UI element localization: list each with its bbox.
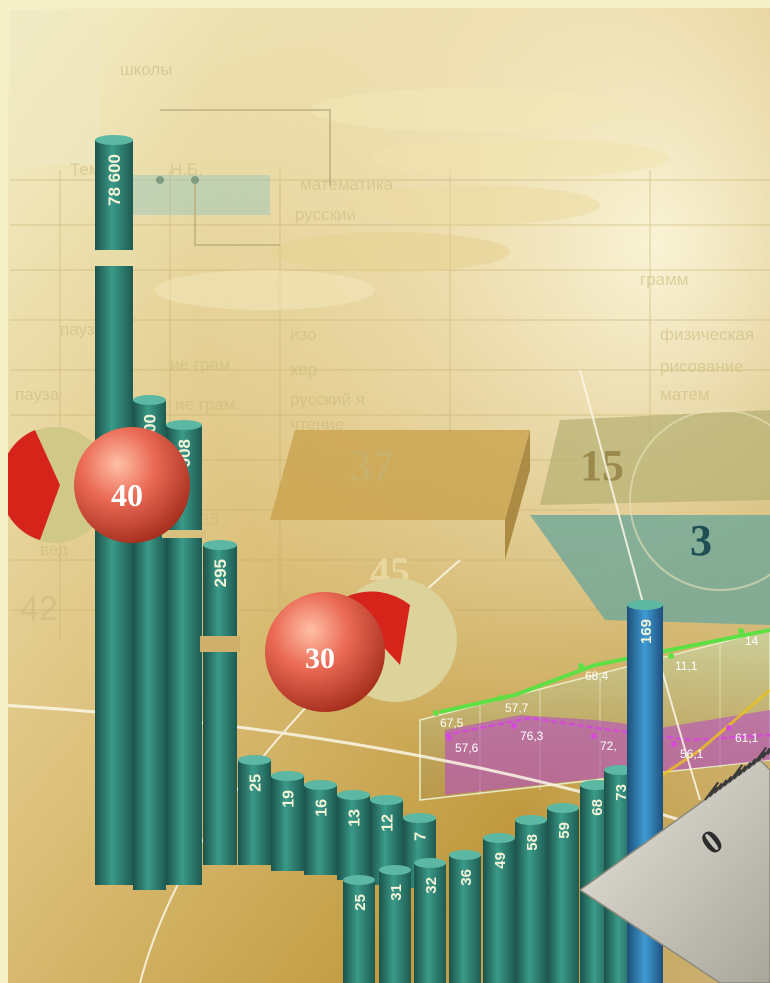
lower-step-bar-label: 32 — [423, 877, 440, 894]
tall-bar-label: 78 600 — [105, 154, 124, 206]
upper-step-bar: 25 — [238, 755, 271, 865]
frame-top — [0, 0, 770, 8]
frame-left — [0, 0, 8, 983]
background-word: русский я — [290, 390, 365, 409]
background-word: русский — [295, 205, 356, 224]
upper-series-line — [439, 628, 770, 714]
lower-step-bar-label: 58 — [524, 834, 541, 851]
background-word: грамм — [640, 270, 689, 289]
background-word: ие грам — [170, 355, 230, 374]
background-word: хор — [290, 360, 317, 379]
upper-series-label: 57,7 — [505, 701, 529, 715]
lower-series-label: 72, — [600, 739, 617, 753]
upper-series-label: 11,1 — [675, 659, 698, 673]
background-word: физическая — [660, 325, 754, 344]
top-left-pale-panel — [10, 10, 100, 165]
upper-series-label: 14 — [745, 634, 759, 648]
background-discs — [130, 88, 670, 310]
upper-step-bar: 19 — [271, 771, 304, 871]
lower-step-bar: 49 — [483, 833, 515, 983]
lower-series-label: 76,3 — [520, 729, 544, 743]
background-word: вед — [40, 540, 68, 559]
background-word: матем — [660, 385, 710, 404]
upper-series-label: 67,5 — [440, 716, 464, 730]
lower-step-bar-label: 73 — [613, 784, 630, 801]
lower-series-label: 61,1 — [735, 731, 759, 745]
lower-series-line — [444, 716, 770, 742]
lower-step-bar: 31 — [379, 865, 411, 983]
background-word: школы — [120, 60, 173, 79]
lower-step-bar-label: 31 — [388, 884, 405, 901]
background-word: чтение — [290, 415, 344, 434]
tall-bar: 295 — [203, 540, 237, 865]
lower-step-bar: 58 — [515, 815, 547, 983]
lower-series-label: 57,6 — [455, 741, 479, 755]
sphere-40 — [0, 427, 190, 543]
upper-step-bar: 13 — [337, 790, 370, 880]
upper-series-label: 68,4 — [585, 669, 609, 683]
lower-step-bar-label: 169 — [638, 619, 655, 644]
lower-step-bar-label: 36 — [458, 869, 475, 886]
lower-step-bar-label: 49 — [492, 852, 509, 869]
upper-step-bar-label: 12 — [380, 814, 397, 832]
lower-step-bar: 25 — [343, 875, 375, 983]
lower-step-bar-label: 68 — [589, 799, 606, 816]
background-word: изо — [290, 325, 317, 344]
slab-number: 37 — [350, 441, 394, 490]
line-chart-panel — [419, 628, 770, 801]
upper-step-bar: 16 — [304, 780, 337, 875]
slab-number: 3 — [690, 516, 712, 565]
lower-series-label: 56,1 — [680, 747, 704, 761]
background-word: рисование — [660, 357, 744, 376]
background-slabs — [270, 409, 770, 625]
background-word: 35 — [200, 510, 219, 529]
lower-step-bar-label: 59 — [556, 822, 573, 839]
sphere-30 — [265, 578, 457, 712]
upper-step-bar-label: 16 — [314, 799, 331, 817]
lower-step-bar: 32 — [414, 858, 446, 983]
background-word: математика — [300, 175, 394, 194]
lower-step-bar-label: 25 — [352, 894, 369, 911]
background-word: Н.Б. — [170, 160, 203, 179]
line-panel-labels: 67,5 57,7 68,4 11,1 14 57,6 76,3 72, 56,1 61,1 — [433, 628, 759, 761]
upper-step-bar-label: 7 — [413, 832, 430, 841]
tall-bar-label: 295 — [211, 559, 230, 587]
upper-step-bar-label: 25 — [248, 774, 265, 792]
upper-step-bars: 25 19 16 13 12 7 — [238, 755, 436, 888]
background-word: 42 — [20, 590, 58, 628]
background-word: пауза — [15, 385, 60, 404]
background-word: ие грам. — [175, 395, 240, 414]
lower-step-bar: 59 — [547, 803, 579, 983]
sphere-30-label: 30 — [305, 642, 335, 675]
background-word: пауза — [60, 320, 105, 339]
lower-step-bar: 36 — [449, 850, 481, 983]
upper-step-bar-label: 13 — [347, 809, 364, 827]
ruler: 0 — [578, 746, 770, 983]
upper-step-bar-label: 19 — [281, 790, 298, 808]
sphere-40-label: 40 — [111, 477, 143, 513]
lower-step-bars: 25 31 32 36 49 58 59 68 73 169 — [343, 600, 663, 983]
